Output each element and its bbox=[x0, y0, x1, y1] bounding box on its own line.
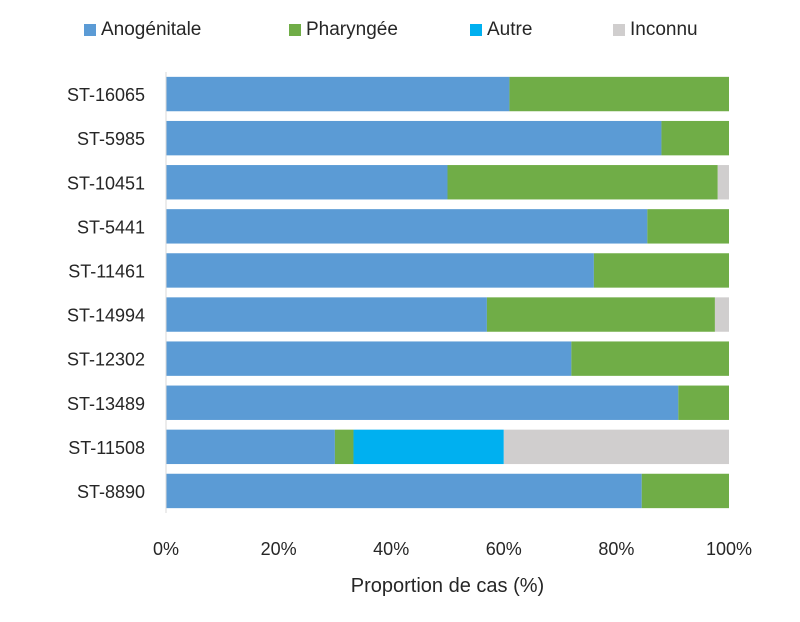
bar-segment-anogenitale bbox=[166, 385, 679, 420]
bar-segment-pharyngee bbox=[593, 253, 729, 288]
category-label: ST-5985 bbox=[77, 129, 145, 149]
legend-swatch-pharyngee bbox=[289, 24, 301, 36]
category-label: ST-12302 bbox=[67, 350, 145, 370]
bar-segment-anogenitale bbox=[166, 473, 642, 509]
bar-segment-pharyngee bbox=[661, 120, 729, 156]
category-label: ST-13489 bbox=[67, 394, 145, 414]
bar-segment-pharyngee bbox=[641, 473, 729, 509]
value-axis-ticks: 0% 20% 40% 60% 80% 100% bbox=[153, 539, 752, 559]
legend-swatch-inconnu bbox=[613, 24, 625, 36]
category-label: ST-11461 bbox=[68, 261, 145, 281]
category-label: ST-8890 bbox=[77, 482, 145, 502]
bar-segment-anogenitale bbox=[166, 209, 648, 244]
bar-segment-inconnu bbox=[714, 297, 729, 332]
x-axis-title: Proportion de cas (%) bbox=[351, 575, 544, 597]
bar-segment-inconnu bbox=[503, 429, 729, 465]
bar-segment-anogenitale bbox=[166, 253, 594, 288]
bar-segment-pharyngee bbox=[678, 385, 729, 420]
legend-label-autre: Autre bbox=[487, 19, 532, 40]
bar-segment-anogenitale bbox=[166, 429, 335, 465]
category-label: ST-16065 bbox=[67, 85, 145, 105]
x-tick-label: 40% bbox=[373, 539, 409, 559]
bar-segment-pharyngee bbox=[647, 209, 729, 244]
legend-swatch-anogenitale bbox=[84, 24, 96, 36]
bar-segment-inconnu bbox=[717, 165, 729, 200]
x-tick-label: 100% bbox=[706, 539, 752, 559]
category-label: ST-11508 bbox=[68, 438, 145, 458]
bar-segment-pharyngee bbox=[447, 165, 718, 200]
bar-segment-pharyngee bbox=[571, 341, 729, 376]
bar-segment-anogenitale bbox=[166, 120, 662, 156]
bar-segment-anogenitale bbox=[166, 297, 487, 332]
category-label: ST-14994 bbox=[67, 306, 145, 326]
bar-segment-pharyngee bbox=[334, 429, 354, 465]
x-tick-label: 0% bbox=[153, 539, 179, 559]
category-axis-labels: ST-16065 ST-5985 ST-10451 ST-5441 ST-11461 ST… bbox=[67, 85, 145, 502]
legend-label-anogenitale: Anogénitale bbox=[101, 19, 201, 40]
bar-segment-anogenitale bbox=[166, 341, 572, 376]
bar-segment-autre bbox=[353, 429, 504, 465]
legend-label-pharyngee: Pharyngée bbox=[306, 19, 398, 40]
legend-swatch-autre bbox=[470, 24, 482, 36]
bar-segment-anogenitale bbox=[166, 165, 448, 200]
bar-segment-anogenitale bbox=[166, 76, 510, 112]
category-label: ST-10451 bbox=[67, 173, 145, 193]
category-label: ST-5441 bbox=[77, 217, 145, 237]
legend-label-inconnu: Inconnu bbox=[630, 19, 698, 40]
x-tick-label: 20% bbox=[261, 539, 297, 559]
bar-segment-pharyngee bbox=[486, 297, 715, 332]
bars bbox=[166, 76, 729, 509]
x-tick-label: 80% bbox=[598, 539, 634, 559]
x-tick-label: 60% bbox=[486, 539, 522, 559]
legend: Anogénitale Pharyngée Autre Inconnu bbox=[84, 19, 698, 40]
bar-segment-pharyngee bbox=[509, 76, 729, 112]
